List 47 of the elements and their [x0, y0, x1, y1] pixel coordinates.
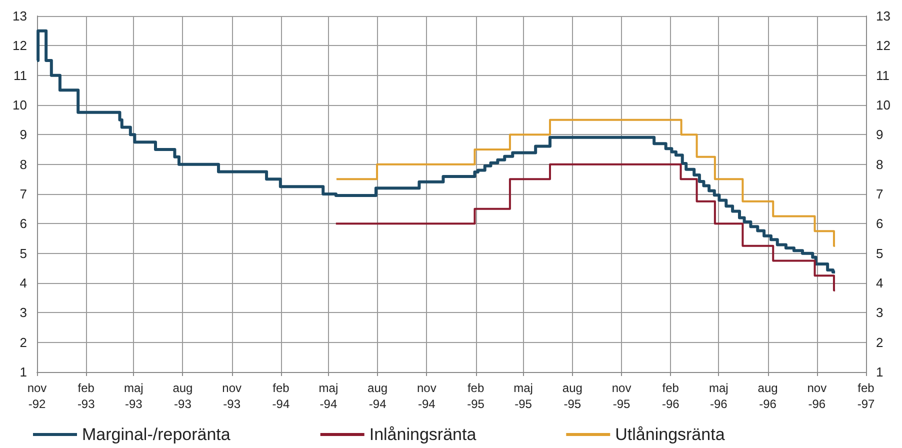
x-tick-label: feb -94 [272, 381, 290, 411]
legend-label: Inlåningsränta [369, 425, 477, 444]
x-tick-label: aug -93 [172, 381, 193, 411]
x-tick-label: nov -94 [417, 381, 436, 411]
x-tick-label: nov -95 [612, 381, 632, 411]
x-tick-label: feb -95 [467, 381, 485, 411]
x-tick-label: nov -93 [222, 381, 242, 411]
y-tick-label: 9 [20, 127, 27, 142]
y-tick-label: 8 [20, 156, 27, 172]
x-tick-label: feb -97 [857, 381, 875, 411]
x-tick-label: maj -96 [709, 381, 728, 411]
y2-tick-label: 6 [876, 216, 884, 232]
x-tick-label: feb -96 [662, 381, 680, 411]
x-tick-label: nov -96 [807, 381, 827, 411]
y-tick-label: 7 [20, 186, 27, 202]
y-tick-label: 11 [14, 68, 27, 83]
legend-label: Utlåningsränta [615, 425, 726, 444]
y-tick-label: 10 [12, 98, 27, 112]
y2-tick-label: 12 [876, 38, 890, 54]
y-tick-label: 2 [20, 334, 27, 350]
y2-tick-label: 5 [876, 246, 884, 261]
y-tick-label: 6 [20, 216, 27, 232]
y-tick-label: 12 [12, 38, 27, 54]
x-tick-label: maj -93 [124, 381, 144, 411]
y2-tick-label: 13 [876, 8, 890, 24]
x-tick-label: aug -94 [368, 381, 388, 411]
y-tick-label: 4 [20, 276, 27, 290]
y2-tick-label: 2 [876, 334, 884, 350]
y2-tick-label: 10 [876, 98, 890, 112]
x-tick-label: aug -95 [562, 381, 582, 411]
x-tick-label: maj -94 [318, 381, 338, 411]
y2-tick-label: 11 [876, 68, 890, 83]
y-tick-label: 13 [12, 8, 27, 24]
y2-tick-label: 7 [876, 186, 884, 202]
x-tick-label: aug -96 [758, 381, 778, 411]
y2-tick-label: 4 [876, 276, 884, 290]
y2-tick-label: 9 [876, 127, 884, 142]
legend-label: Marginal-/reporänta [82, 425, 231, 444]
y-tick-label: 3 [20, 305, 27, 320]
y2-tick-label: 8 [876, 156, 884, 172]
y-tick-label: 5 [20, 246, 27, 261]
x-tick-label: nov -92 [27, 381, 47, 411]
x-tick-label: feb -93 [77, 381, 96, 411]
x-tick-label: maj -95 [514, 381, 533, 411]
y-tick-label: 1 [20, 364, 27, 380]
y2-tick-label: 3 [876, 305, 884, 320]
y2-tick-label: 1 [876, 364, 884, 380]
